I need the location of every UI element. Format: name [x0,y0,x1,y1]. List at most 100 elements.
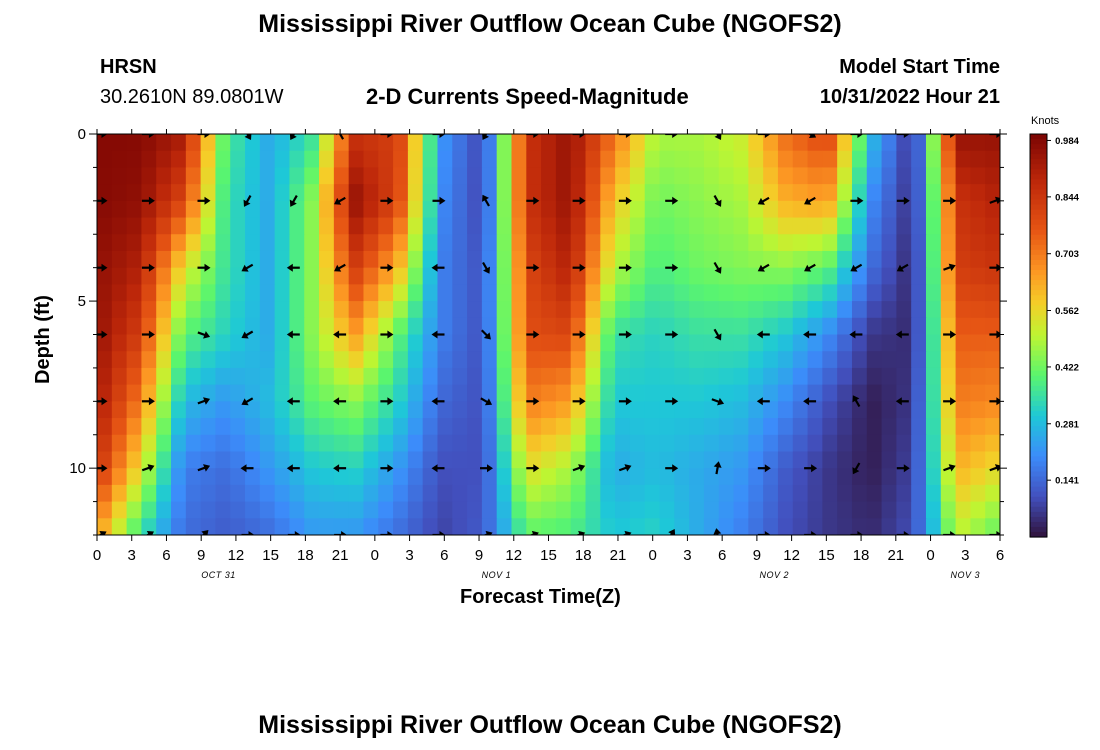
heatmap-cell [585,468,601,486]
heatmap-cell [289,234,305,252]
heatmap-cell [659,501,675,519]
heatmap-cell [97,167,113,185]
heatmap-cell [319,134,335,152]
heatmap-cell [555,451,572,469]
heatmap-cell [896,401,912,419]
heatmap-cell [748,518,764,535]
colorbar-segment [1030,451,1047,457]
heatmap-cell [230,468,246,486]
heatmap-cell [111,501,128,519]
heatmap-cell [437,250,453,269]
heatmap-cell [659,401,675,419]
heatmap-chart: 0 3 6 9 12 15 18 21 0 3 6 9 12 15 18 21 0 3 6 9 12 15 18 21 0 3 6O… [69,115,1079,580]
heatmap-cell [452,134,468,152]
current-arrow [943,196,957,205]
current-arrow [241,263,254,272]
heatmap-cell [274,134,291,152]
heatmap-cell [733,184,749,202]
colorbar-unit: Knots [1031,115,1060,127]
heatmap-cell [866,217,883,235]
heatmap-cell [259,317,276,336]
heatmap-cell [111,217,128,235]
heatmap-cell [896,484,912,503]
heatmap-cell [925,200,942,219]
heatmap-cell [467,367,483,386]
heatmap-cell [955,134,971,152]
current-arrow [380,263,394,272]
heatmap-cell [348,301,365,319]
y-tick-label: 10 [69,460,86,477]
heatmap-cell [748,468,764,486]
current-arrow [665,397,679,406]
heatmap-cell [496,468,513,486]
heatmap-cell [896,301,912,319]
heatmap-cell [585,518,601,535]
heatmap-cell [615,401,631,419]
heatmap-cell [659,200,675,219]
heatmap-cell [570,317,587,336]
colorbar-label: 0.562 [1055,306,1079,317]
heatmap-cell [126,301,143,319]
heatmap-cell [955,351,971,369]
heatmap-cell [644,401,661,419]
heatmap-cell [289,401,305,419]
current-arrow [943,330,957,339]
heatmap-cell [230,167,246,185]
current-arrow [850,134,864,138]
heatmap-cell [422,317,439,336]
current-arrow [97,397,108,406]
heatmap-cell [526,234,542,252]
heatmap-cell [526,250,542,269]
heatmap-cell [940,501,957,519]
colorbar-segment [1030,275,1047,281]
heatmap-cell [319,267,335,285]
heatmap-cell [319,217,335,235]
heatmap-cell [585,301,601,319]
current-arrow [757,134,771,138]
heatmap-cell [940,134,957,152]
heatmap-cell [940,468,957,486]
heatmap-cell [585,367,601,386]
heatmap-cell [600,267,616,285]
heatmap-cell [171,384,187,402]
heatmap-cell [97,301,113,319]
heatmap-cell [333,468,350,486]
heatmap-cell [792,384,809,402]
heatmap-cell [615,317,631,336]
heatmap-cell [792,134,809,152]
heatmap-cell [452,384,468,402]
heatmap-cell [496,217,513,235]
heatmap-cell [363,367,379,386]
heatmap-cell [703,451,720,469]
heatmap-cell [629,384,646,402]
heatmap-cell [171,250,187,269]
heatmap-cell [156,418,172,436]
heatmap-cell [570,134,587,152]
heatmap-cell [985,150,1000,169]
heatmap-cell [970,418,986,436]
heatmap-cell [481,284,498,302]
heatmap-cell [526,367,542,386]
heatmap-cell [452,418,468,436]
x-tick-label: 6 [996,547,1004,564]
colorbar-segment [1030,179,1047,185]
heatmap-cell [541,150,557,169]
heatmap-cell [866,384,883,402]
heatmap-cell [659,451,675,469]
heatmap-cell [555,384,572,402]
heatmap-cell [407,518,424,535]
heatmap-cell [126,284,143,302]
heatmap-cell [659,384,675,402]
heatmap-cell [378,150,394,169]
heatmap-cell [718,184,735,202]
heatmap-cell [674,150,690,169]
heatmap-cell [792,317,809,336]
current-arrow [380,134,394,138]
heatmap-cell [541,484,557,503]
heatmap-cell [615,284,631,302]
heatmap-cell [452,234,468,252]
heatmap-cell [289,217,305,235]
colorbar-segment [1030,204,1047,211]
heatmap-cell [348,401,365,419]
heatmap-cell [881,267,897,285]
